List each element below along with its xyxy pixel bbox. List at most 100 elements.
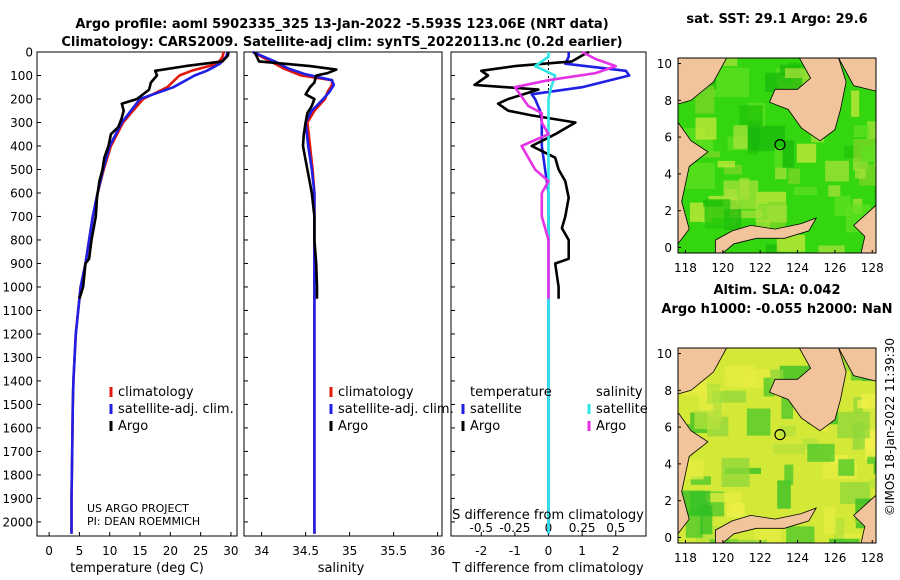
map-x-tick-label: 118: [674, 261, 697, 275]
map-data-cell: [726, 502, 745, 518]
legend-salinity-title: salinity: [596, 385, 643, 400]
figure-title-line2: Climatology: CARS2009. Satellite-adj cli…: [61, 35, 622, 50]
map-data-cell: [705, 492, 734, 503]
map-data-cell: [794, 186, 817, 196]
series-line-s-satellite: [533, 52, 557, 534]
legend-t-satellite-label: satellite: [470, 402, 522, 417]
depth-tick-label: 200: [10, 92, 33, 106]
legend-s-satellite-label: satellite: [596, 402, 648, 417]
x-tick-label: 15: [132, 544, 147, 558]
temperature-panel-frame: [36, 51, 238, 537]
s-tick-label: 0.5: [606, 521, 625, 535]
map-x-tick-label: 128: [861, 261, 884, 275]
map-data-cell: [685, 510, 703, 538]
series-line-climatology: [70, 51, 225, 534]
map-data-cell: [779, 425, 796, 437]
map-data-cell: [775, 167, 787, 180]
map-data-cell: [807, 443, 835, 462]
x-tick-label: 0: [545, 544, 553, 558]
map-data-cell: [755, 204, 787, 223]
temperature-axis-label: temperature (deg C): [70, 561, 204, 576]
x-tick-label: 0: [45, 544, 53, 558]
s-tick-label: -0.25: [499, 521, 530, 535]
depth-tick-label: 1700: [2, 445, 33, 459]
series-line-argo: [253, 51, 338, 299]
x-tick-label: 35.5: [380, 544, 407, 558]
map-y-tick-label: 10: [657, 57, 672, 71]
map-x-tick-label: 126: [823, 261, 846, 275]
difference-top-axis-label: S difference from climatology: [452, 508, 644, 523]
legend-climatology-label: climatology: [338, 385, 414, 400]
map-data-cell: [717, 160, 736, 168]
map-data-cell: [765, 244, 780, 253]
salinity-plot: 34 34.5 35 35.5 36: [252, 50, 445, 558]
imos-timestamp: ©IMOS 18-Jan-2022 11:39:30: [883, 338, 897, 516]
map-y-tick-label: 6: [664, 421, 672, 435]
map-data-cell: [712, 390, 747, 403]
map-data-cell: [802, 438, 819, 450]
temperature-legend: climatology satellite-adj. clim. Argo: [109, 385, 234, 434]
sla-map-title-line1: Altim. SLA: 0.042: [714, 283, 841, 298]
depth-axis: 0 100 200 300 400 500 600 700 800 900 1000 1100 1200…: [2, 46, 455, 529]
depth-tick-label: 300: [10, 116, 33, 130]
sla-map: 118 120 122 124 126 128 0 2 4 6 8 10: [657, 347, 884, 565]
map-data-cell: [855, 168, 866, 179]
map-data-cell: [707, 383, 721, 404]
map-data-cell: [739, 105, 763, 125]
figure-title-line1: Argo profile: aoml 5902335_325 13-Jan-20…: [75, 17, 608, 32]
map-data-cell: [694, 410, 721, 430]
map-data-cell: [867, 121, 876, 140]
legend-satellite-label: satellite-adj. clim.: [118, 402, 234, 417]
s-tick-label: 0.25: [569, 521, 596, 535]
x-tick-label: -1: [509, 544, 521, 558]
map-data-cell: [704, 199, 731, 229]
map-y-tick-label: 6: [664, 131, 672, 145]
map-data-cell: [777, 480, 791, 509]
sla-map-title-line2: Argo h1000: -0.055 h2000: NaN: [661, 302, 892, 317]
map-data-cell: [786, 526, 815, 543]
map-data-cell: [729, 539, 767, 543]
map-data-cell: [867, 456, 876, 464]
difference-axis-label: T difference from climatology: [451, 561, 644, 576]
series-line-climatology: [252, 50, 334, 534]
map-data-cell: [796, 143, 817, 163]
map-data-cell: [857, 399, 868, 409]
map-data-cell: [781, 394, 793, 419]
depth-tick-label: 1600: [2, 421, 33, 435]
map-data-cell: [833, 518, 845, 543]
map-data-cell: [699, 151, 721, 158]
map-data-cell: [763, 377, 775, 397]
depth-tick-label: 400: [10, 139, 33, 153]
map-x-tick-label: 122: [749, 551, 772, 565]
depth-tick-label: 1000: [2, 280, 33, 294]
map-data-cell: [852, 422, 865, 450]
map-x-tick-label: 128: [861, 551, 884, 565]
series-line-t-argo: [473, 50, 590, 299]
map-data-cell: [683, 385, 709, 396]
map-data-cell: [829, 538, 860, 543]
map-data-cell: [782, 140, 795, 168]
map-data-cell: [861, 145, 876, 163]
depth-tick-label: 700: [10, 210, 33, 224]
x-tick-label: 30: [223, 544, 238, 558]
depth-tick-label: 100: [10, 69, 33, 83]
map-data-cell: [742, 369, 770, 389]
map-x-tick-label: 118: [674, 551, 697, 565]
depth-tick-label: 500: [10, 163, 33, 177]
map-data-cell: [773, 444, 806, 454]
map-data-cell: [873, 461, 876, 475]
salinity-legend: climatology satellite-adj. clim. Argo: [329, 385, 454, 434]
depth-tick-label: 2000: [2, 515, 33, 529]
difference-plot: -2 -1 0 1 2-0.5 -0.25 0 0.25 0.5: [470, 50, 631, 558]
map-x-tick-label: 122: [749, 261, 772, 275]
x-tick-label: 34.5: [292, 544, 319, 558]
difference-legend: temperature satellite Argo salinity sate…: [461, 385, 648, 434]
map-data-cell: [838, 459, 855, 476]
map-data-cell: [869, 478, 876, 489]
map-data-cell: [851, 90, 860, 117]
map-data-cell: [733, 125, 749, 149]
map-data-cell: [788, 168, 800, 184]
x-tick-label: 10: [102, 544, 117, 558]
depth-tick-label: 600: [10, 186, 33, 200]
